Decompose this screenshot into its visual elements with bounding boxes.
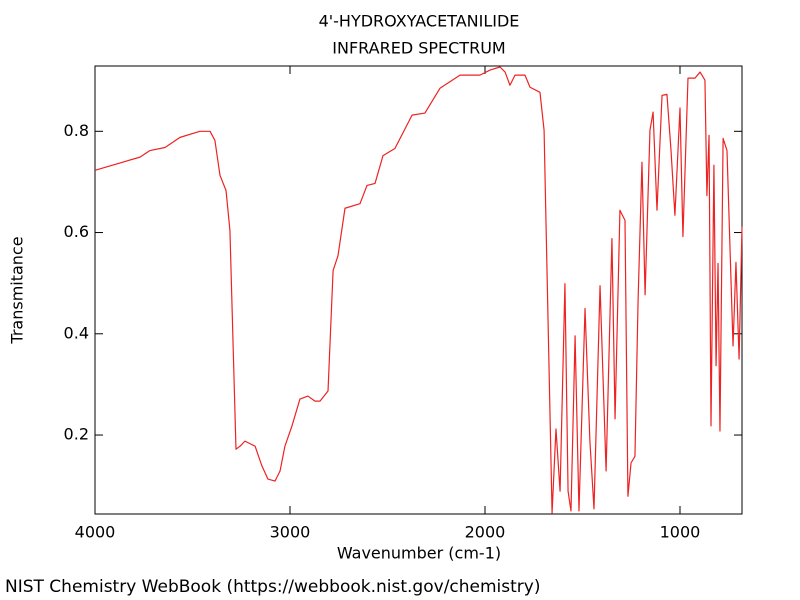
plot-frame	[94, 65, 743, 515]
x-tick-label: 4000	[75, 523, 116, 542]
y-axis-label: Transmitance	[8, 236, 27, 344]
y-tick-label: 0.4	[64, 323, 89, 342]
x-tick-label: 2000	[465, 523, 506, 542]
x-tick-label: 1000	[660, 523, 701, 542]
x-tick-label: 3000	[270, 523, 311, 542]
chart-title: 4'-HYDROXYACETANILIDE	[319, 12, 520, 31]
spectrum-line	[94, 66, 743, 514]
source-note: NIST Chemistry WebBook (https://webbook.…	[5, 577, 540, 597]
y-tick-label: 0.8	[64, 121, 89, 140]
y-tick-label: 0.2	[64, 425, 89, 444]
x-axis-label: Wavenumber (cm-1)	[337, 544, 501, 563]
chart-subtitle: INFRARED SPECTRUM	[332, 39, 505, 58]
y-tick-label: 0.6	[64, 222, 89, 241]
